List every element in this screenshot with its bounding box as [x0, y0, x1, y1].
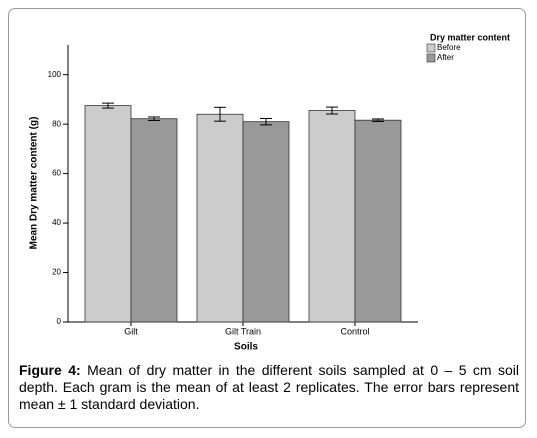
- y-tick-label: 40: [52, 218, 61, 227]
- y-axis-label: Mean Dry matter content (g): [29, 117, 40, 250]
- x-tick-label: Gilt: [124, 326, 138, 336]
- legend-label: After: [437, 53, 454, 62]
- y-tick-label: 60: [52, 169, 61, 178]
- bar: [242, 121, 290, 323]
- error-bar: [260, 117, 272, 126]
- error-bar: [372, 118, 384, 122]
- caption-label: Figure 4:: [19, 362, 81, 378]
- legend-label: Before: [437, 43, 461, 52]
- y-tick-label: 20: [52, 268, 61, 277]
- legend-title: Dry matter content: [430, 32, 510, 42]
- x-axis-label: Soils: [234, 342, 258, 353]
- figure-frame: [8, 8, 526, 428]
- legend-swatch: [426, 53, 436, 63]
- y-tick-label: 100: [48, 70, 62, 79]
- error-bar: [102, 102, 114, 109]
- bar: [84, 105, 132, 323]
- x-tick-label: Control: [340, 326, 369, 336]
- figure-caption: Figure 4: Mean of dry matter in the diff…: [19, 362, 519, 413]
- bar: [196, 113, 244, 323]
- bar: [354, 119, 402, 323]
- error-bar: [214, 106, 226, 122]
- bar: [308, 110, 356, 323]
- error-bar: [148, 116, 160, 121]
- legend-swatch: [426, 43, 436, 53]
- x-tick-label: Gilt Train: [225, 326, 261, 336]
- y-tick-label: 80: [52, 119, 61, 128]
- y-tick-label: 0: [57, 317, 62, 326]
- bar: [130, 118, 178, 323]
- caption-text: Mean of dry matter in the different soil…: [19, 362, 520, 412]
- error-bar: [326, 106, 338, 115]
